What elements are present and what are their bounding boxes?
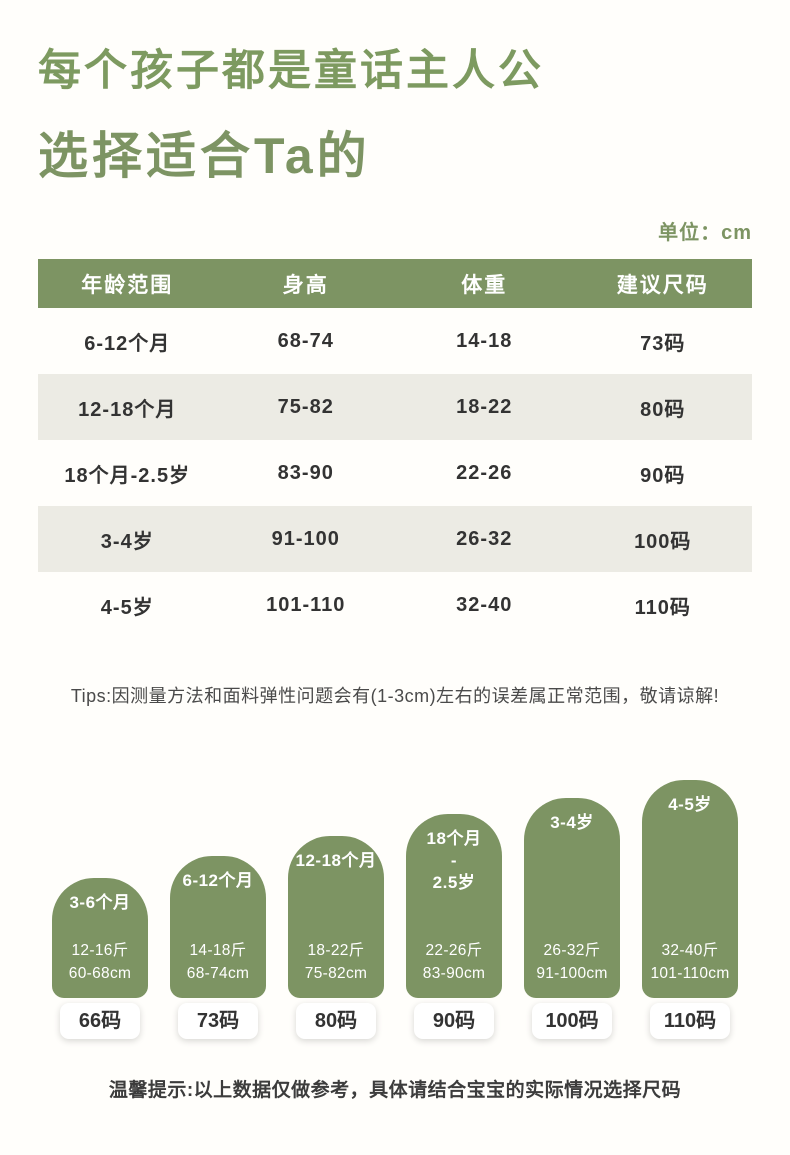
bar-age-label: 3-6个月 — [69, 893, 131, 912]
size-table-header: 年龄范围 身高 体重 建议尺码 — [38, 259, 752, 308]
bar-column-110: 4-5岁 32-40斤 101-110cm 110码 — [642, 780, 738, 1039]
cell-height: 101-110 — [266, 593, 346, 616]
bar-100: 3-4岁 26-32斤 91-100cm — [524, 798, 620, 998]
bar-weight-label: 22-26斤 — [425, 942, 483, 960]
table-row: 18个月-2.5岁 83-90 22-26 90码 — [38, 440, 752, 506]
cell-weight: 32-40 — [456, 593, 513, 616]
bar-66: 3-6个月 12-16斤 60-68cm — [52, 878, 148, 998]
cell-age: 12-18个月 — [78, 398, 177, 421]
cell-age: 4-5岁 — [100, 596, 154, 619]
tips-note: Tips:因测量方法和面料弹性问题会有(1-3cm)左右的误差属正常范围，敬请谅… — [70, 686, 720, 706]
bar-metrics: 14-18斤 68-74cm — [187, 940, 249, 998]
bar-height-label: 83-90cm — [422, 964, 486, 982]
table-row: 6-12个月 68-74 14-18 73码 — [38, 308, 752, 374]
bar-height-label: 75-82cm — [304, 964, 368, 982]
bar-110: 4-5岁 32-40斤 101-110cm — [642, 780, 738, 998]
bar-weight-label: 18-22斤 — [307, 942, 365, 960]
cell-age: 6-12个月 — [84, 332, 171, 355]
cell-size: 100码 — [634, 530, 692, 553]
bar-weight-label: 32-40斤 — [661, 942, 719, 960]
bar-age-label: 4-5岁 — [668, 795, 712, 814]
cell-size: 110码 — [634, 596, 691, 619]
column-header-size: 建议尺码 — [573, 259, 752, 308]
size-table-body: 6-12个月 68-74 14-18 73码 12-18个月 75-82 18-… — [38, 308, 752, 638]
column-header-height: 身高 — [216, 259, 395, 308]
size-tag: 100码 — [532, 1003, 612, 1039]
cell-height: 83-90 — [277, 461, 334, 484]
bar-metrics: 12-16斤 60-68cm — [69, 940, 131, 998]
bar-height-label: 91-100cm — [536, 964, 608, 982]
bar-age-label: 12-18个月 — [295, 851, 377, 870]
page-title: 选择适合Ta的 — [38, 128, 371, 184]
footer-note: 温馨提示:以上数据仅做参考，具体请结合宝宝的实际情况选择尺码 — [108, 1080, 682, 1101]
cell-size: 73码 — [640, 332, 686, 355]
bar-90: 18个月 - 2.5岁 22-26斤 83-90cm — [406, 814, 502, 998]
cell-age: 3-4岁 — [100, 530, 154, 553]
bar-height-label: 101-110cm — [650, 964, 730, 982]
cell-height: 91-100 — [271, 527, 340, 550]
size-bar-chart: 3-6个月 12-16斤 60-68cm 66码 6-12个月 14-18斤 6… — [38, 780, 752, 1039]
column-header-weight: 体重 — [395, 259, 574, 308]
size-table: 年龄范围 身高 体重 建议尺码 6-12个月 68-74 14-18 73码 1… — [38, 259, 752, 638]
cell-weight: 22-26 — [456, 461, 513, 484]
bar-height-label: 60-68cm — [68, 964, 132, 982]
size-tag: 73码 — [178, 1003, 258, 1039]
bar-age-label: 18个月 - 2.5岁 — [426, 829, 482, 893]
table-row: 4-5岁 101-110 32-40 110码 — [38, 572, 752, 638]
bar-metrics: 26-32斤 91-100cm — [536, 940, 607, 998]
bar-age-label: 6-12个月 — [182, 871, 254, 890]
bar-weight-label: 26-32斤 — [543, 942, 601, 960]
bar-age-label: 3-4岁 — [550, 813, 594, 832]
bar-column-80: 12-18个月 18-22斤 75-82cm 80码 — [288, 836, 384, 1039]
bar-80: 12-18个月 18-22斤 75-82cm — [288, 836, 384, 998]
cell-weight: 18-22 — [456, 395, 513, 418]
bar-metrics: 22-26斤 83-90cm — [423, 940, 485, 998]
cell-size: 90码 — [640, 464, 686, 487]
cell-weight: 14-18 — [456, 329, 513, 352]
size-tag: 90码 — [414, 1003, 494, 1039]
size-tag: 80码 — [296, 1003, 376, 1039]
size-tag: 66码 — [60, 1003, 140, 1039]
bar-73: 6-12个月 14-18斤 68-74cm — [170, 856, 266, 998]
bar-metrics: 32-40斤 101-110cm — [650, 940, 729, 998]
column-header-age: 年龄范围 — [38, 259, 217, 308]
bar-metrics: 18-22斤 75-82cm — [305, 940, 367, 998]
table-row: 3-4岁 91-100 26-32 100码 — [38, 506, 752, 572]
bar-weight-label: 12-16斤 — [71, 942, 129, 960]
cell-size: 80码 — [640, 398, 686, 421]
unit-label: 单位：cm — [658, 222, 752, 244]
bar-column-90: 18个月 - 2.5岁 22-26斤 83-90cm 90码 — [406, 814, 502, 1039]
slogan-title: 每个孩子都是童话主人公 — [38, 47, 544, 95]
bar-column-73: 6-12个月 14-18斤 68-74cm 73码 — [170, 856, 266, 1039]
cell-age: 18个月-2.5岁 — [64, 464, 191, 487]
table-row: 12-18个月 75-82 18-22 80码 — [38, 374, 752, 440]
table-header-row: 年龄范围 身高 体重 建议尺码 — [38, 259, 752, 308]
size-tag: 110码 — [650, 1003, 730, 1039]
bar-height-label: 68-74cm — [186, 964, 250, 982]
cell-weight: 26-32 — [456, 527, 513, 550]
bar-column-66: 3-6个月 12-16斤 60-68cm 66码 — [52, 878, 148, 1039]
bar-column-100: 3-4岁 26-32斤 91-100cm 100码 — [524, 798, 620, 1039]
cell-height: 68-74 — [277, 329, 334, 352]
cell-height: 75-82 — [277, 395, 334, 418]
bar-weight-label: 14-18斤 — [189, 942, 247, 960]
